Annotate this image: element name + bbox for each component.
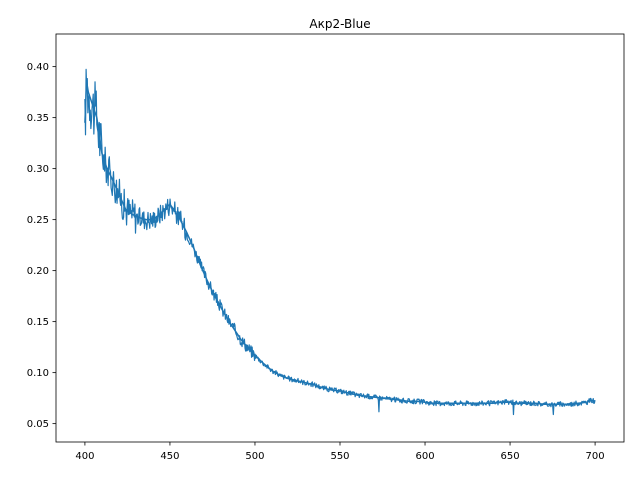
series-line-0 [84, 81, 596, 406]
x-tick-label: 400 [75, 451, 94, 462]
y-tick-label: 0.30 [27, 164, 49, 175]
y-tick-label: 0.10 [27, 368, 49, 379]
y-tick-label: 0.25 [27, 215, 49, 226]
chart-title: Aкp2-Blue [309, 17, 370, 31]
y-tick-label: 0.20 [27, 266, 49, 277]
axes: 400 450 500 550 600 650 700 0.05 0.10 0.15 0.20 0.2… [27, 33, 625, 462]
y-tick-label: 0.40 [27, 62, 49, 73]
x-tick-label: 500 [245, 451, 264, 462]
y-tick-label: 0.05 [27, 419, 49, 430]
plot-area [84, 68, 596, 416]
y-tick-label: 0.35 [27, 113, 49, 124]
y-tick-label: 0.15 [27, 317, 49, 328]
x-tick-label: 450 [160, 451, 179, 462]
x-tick-label: 600 [415, 451, 434, 462]
plot-frame [55, 33, 625, 443]
x-tick-label: 550 [330, 451, 349, 462]
series-noise-0 [84, 68, 596, 416]
x-tick-label: 650 [501, 451, 520, 462]
x-tick-label: 700 [586, 451, 605, 462]
